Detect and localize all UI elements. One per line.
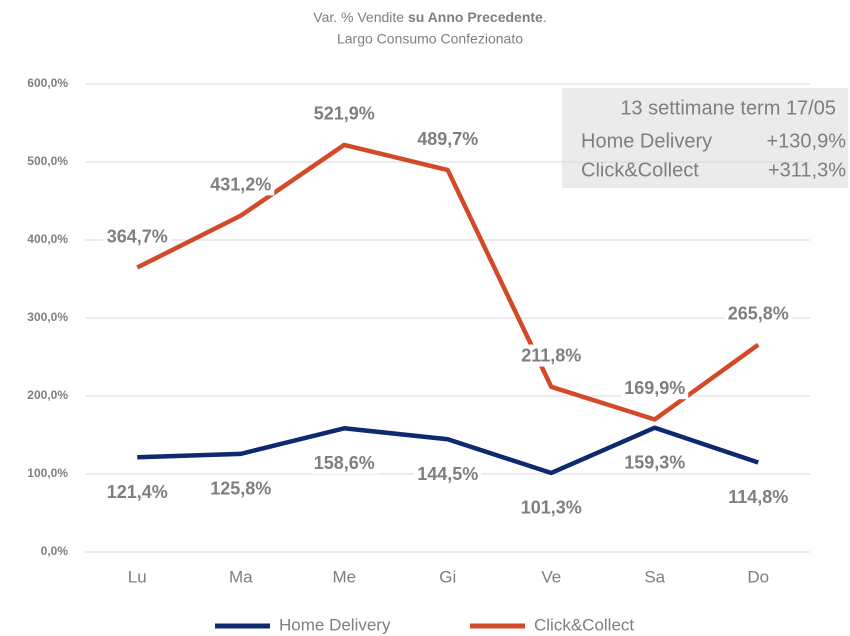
- annotation-value: +311,3%: [768, 159, 846, 181]
- annotation-value: +130,9%: [766, 130, 846, 152]
- annotation-box: [562, 88, 848, 188]
- value-label: 121,4%: [107, 482, 168, 502]
- y-tick-label: 300,0%: [27, 310, 68, 324]
- value-label-bg: [414, 463, 482, 486]
- y-tick-label: 200,0%: [27, 388, 68, 402]
- legend-label: Home Delivery: [279, 615, 391, 634]
- value-label-bg: [621, 451, 689, 474]
- x-tick-label: Lu: [128, 567, 147, 586]
- x-tick-label: Me: [332, 567, 356, 586]
- value-label-bg: [725, 486, 792, 509]
- y-tick-label: 400,0%: [27, 232, 68, 246]
- value-label-bg: [414, 127, 482, 150]
- value-label-bg: [310, 452, 378, 475]
- value-label-bg: [207, 173, 275, 196]
- annotation-label: Click&Collect: [581, 159, 699, 181]
- annotation-title: 13 settimane term 17/05: [620, 97, 836, 119]
- value-label: 431,2%: [210, 174, 271, 194]
- x-tick-label: Ma: [229, 567, 253, 586]
- value-label: 265,8%: [728, 303, 789, 323]
- value-label-bg: [103, 225, 171, 248]
- title-part: Var. % Vendite: [313, 9, 408, 25]
- value-label: 489,7%: [417, 129, 478, 149]
- value-label-bg: [310, 102, 378, 125]
- series-line: [137, 425, 759, 476]
- value-label-bg: [517, 496, 585, 519]
- title-part: .: [543, 9, 547, 25]
- value-label-bg: [103, 481, 171, 504]
- value-label-bg: [621, 377, 689, 400]
- y-tick-label: 0,0%: [41, 544, 69, 558]
- x-tick-label: Gi: [439, 567, 456, 586]
- chart-subtitle: Largo Consumo Confezionato: [337, 31, 523, 47]
- value-label-bg: [207, 477, 275, 500]
- value-label: 158,6%: [314, 453, 375, 473]
- x-tick-label: Ve: [541, 567, 561, 586]
- y-tick-label: 100,0%: [27, 466, 68, 480]
- value-label: 364,7%: [107, 226, 168, 246]
- annotation-label: Home Delivery: [581, 130, 712, 152]
- y-tick-label: 600,0%: [27, 76, 68, 90]
- value-label: 211,8%: [521, 346, 581, 366]
- value-label: 144,5%: [417, 464, 478, 484]
- value-label: 169,9%: [624, 378, 685, 398]
- value-label-bg: [518, 344, 585, 367]
- title-part: su Anno Precedente: [408, 9, 543, 25]
- value-label: 521,9%: [314, 104, 375, 124]
- value-label: 159,3%: [624, 452, 685, 472]
- x-tick-label: Do: [747, 567, 769, 586]
- y-tick-label: 500,0%: [27, 154, 68, 168]
- series-line: [136, 142, 760, 422]
- value-label: 101,3%: [521, 498, 582, 518]
- value-label: 125,8%: [210, 479, 271, 499]
- chart-title: Var. % Vendite su Anno Precedente.: [313, 9, 546, 25]
- legend-label: Click&Collect: [534, 615, 634, 634]
- x-tick-label: Sa: [644, 567, 665, 586]
- value-label: 114,8%: [728, 487, 788, 507]
- value-label-bg: [724, 302, 792, 325]
